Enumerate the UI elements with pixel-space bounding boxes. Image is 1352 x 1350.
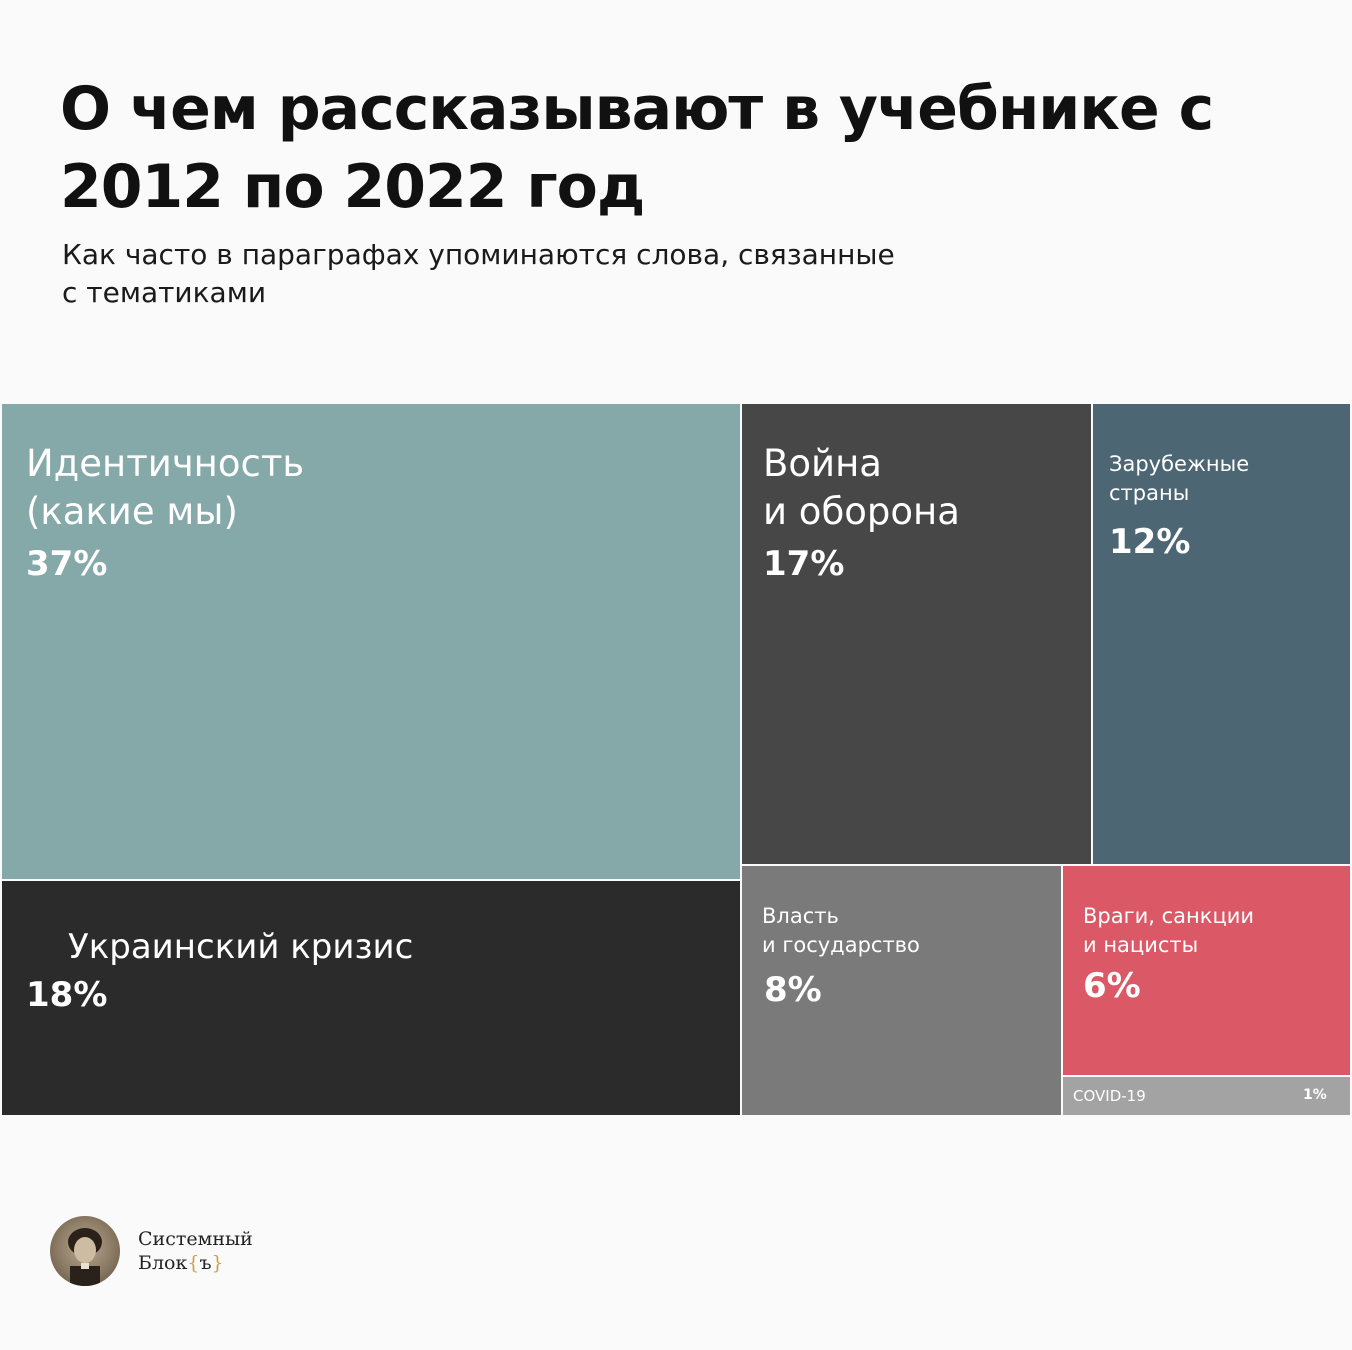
brand-word: Блок (138, 1252, 188, 1274)
brand-brace-open: { (187, 1252, 200, 1274)
tile-value: 6% (1083, 966, 1141, 1006)
tile-label: Война и оборона (763, 442, 960, 533)
tile-value: 18% (26, 975, 108, 1015)
brand-name: Системный Блок{ъ} (138, 1227, 253, 1275)
chart-title: О чем рассказывают в учебнике с 2012 по … (60, 74, 1214, 222)
treemap-tile-ukraine-crisis: Украинский кризис 18% (1, 880, 741, 1116)
tile-value: 37% (26, 544, 108, 584)
brand-logo: Системный Блок{ъ} (50, 1216, 253, 1286)
tile-label: Идентичность (какие мы) (26, 442, 305, 533)
chart-subtitle: Как часто в параграфах упоминаются слова… (62, 238, 895, 309)
tile-label: Враги, санкции и нацисты (1083, 904, 1255, 957)
tile-label: Украинский кризис (68, 927, 414, 967)
treemap-tile-covid-19: COVID-19 1% (1062, 1076, 1351, 1116)
treemap-tile-identity: Идентичность (какие мы) 37% (1, 403, 741, 880)
brand-brace-close: } (211, 1252, 224, 1274)
avatar (50, 1216, 120, 1286)
treemap-tile-war-defense: Война и оборона 17% (741, 403, 1092, 865)
tile-value: 8% (764, 970, 822, 1010)
brand-line-1: Системный (138, 1228, 253, 1250)
treemap-tile-foreign-countries: Зарубежные страны 12% (1092, 403, 1351, 865)
treemap-tile-enemies-sanctions: Враги, санкции и нацисты 6% (1062, 865, 1351, 1076)
portrait-icon (68, 1228, 102, 1286)
tile-value: 1% (1303, 1087, 1327, 1103)
tile-value: 17% (763, 544, 845, 584)
tile-value: 12% (1109, 522, 1191, 562)
tile-label: Зарубежные страны (1109, 452, 1250, 505)
tile-label: Власть и государство (762, 904, 920, 957)
brand-letter: ъ (199, 1252, 212, 1274)
tile-label: COVID-19 (1073, 1087, 1146, 1105)
treemap-tile-power-state: Власть и государство 8% (741, 865, 1062, 1116)
brand-line-2: Блок{ъ} (138, 1251, 253, 1275)
